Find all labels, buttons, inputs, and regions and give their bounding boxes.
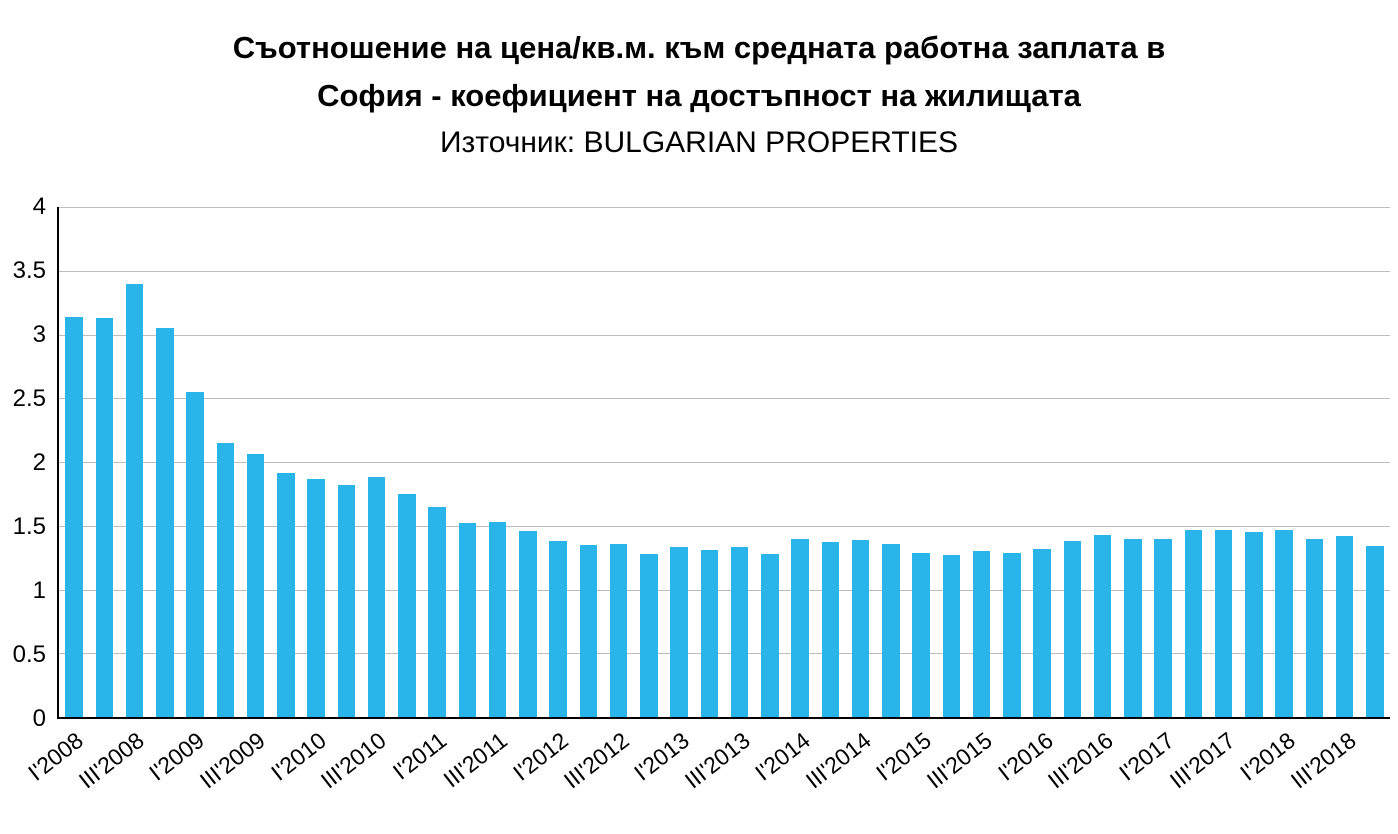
- y-tick-label: 4: [32, 193, 46, 220]
- bar: [1063, 541, 1082, 717]
- bar: [1124, 538, 1142, 717]
- bar: [488, 521, 507, 717]
- bar: [307, 478, 325, 717]
- bar: [458, 523, 477, 717]
- gridline: [59, 462, 1390, 463]
- bar: [851, 539, 870, 717]
- x-tick-label: III'2009: [195, 727, 270, 794]
- bar: [1003, 552, 1021, 717]
- gridline: [59, 207, 1390, 208]
- bar: [216, 442, 235, 717]
- bar: [821, 542, 840, 717]
- gridline: [59, 334, 1390, 336]
- bar: [398, 493, 416, 717]
- y-tick-label: 1: [32, 577, 46, 604]
- bar: [761, 553, 779, 717]
- bar: [670, 547, 688, 717]
- bar: [337, 484, 356, 717]
- bar: [519, 530, 537, 717]
- bar: [186, 391, 204, 717]
- bar: [609, 543, 628, 717]
- y-tick-label: 2: [32, 449, 46, 476]
- bar: [1275, 529, 1293, 717]
- y-tick-label: 3.5: [12, 257, 46, 284]
- bar: [1214, 529, 1233, 717]
- y-tick-label: 3: [32, 321, 46, 348]
- x-tick-label: III'2011: [438, 727, 513, 793]
- bar: [1033, 548, 1051, 717]
- chart-subtitle: Източник: BULGARIAN PROPERTIES: [439, 126, 959, 160]
- bar: [700, 549, 719, 717]
- bar: [730, 547, 749, 717]
- x-tick-label: III'2017: [1164, 727, 1240, 794]
- bar: [1305, 538, 1324, 717]
- bar: [1366, 546, 1384, 717]
- bar: [156, 328, 174, 717]
- bar: [882, 543, 900, 717]
- bar: [579, 544, 598, 717]
- bar: [428, 506, 446, 717]
- x-tick-label: III'2016: [1043, 727, 1119, 794]
- x-tick-label: III'2014: [800, 727, 876, 794]
- x-tick-label: III'2018: [1285, 727, 1361, 794]
- bar: [1154, 538, 1172, 717]
- bar: [972, 551, 991, 717]
- bar: [912, 552, 930, 717]
- bar: [125, 283, 144, 717]
- bar: [640, 553, 658, 717]
- bar: [1184, 529, 1203, 717]
- y-tick-label: 0.5: [12, 641, 46, 668]
- y-tick-label: 0: [32, 705, 46, 732]
- x-tick-label: III'2013: [679, 727, 755, 794]
- plot-area: [57, 207, 1390, 719]
- gridline: [59, 589, 1390, 591]
- gridline: [59, 270, 1390, 272]
- gridline: [59, 398, 1390, 400]
- chart-header: Съотношение на цена/кв.м. към средната р…: [0, 24, 1398, 165]
- bar: [367, 477, 386, 717]
- bar: [549, 541, 567, 717]
- bar: [791, 538, 809, 717]
- bar: [277, 473, 295, 717]
- chart-title-line-1: Съотношение на цена/кв.м. към средната р…: [232, 30, 1166, 65]
- x-tick-label: III'2012: [558, 727, 634, 794]
- x-tick-label: III'2010: [316, 727, 392, 794]
- y-axis-labels: 0 0.5 1 1.5 2 2.5 3 3.5 4: [0, 193, 50, 732]
- x-tick-label: III'2008: [73, 727, 149, 794]
- chart-title-line-2: София - коефициент на достъпност на жили…: [317, 78, 1081, 114]
- bar: [1093, 534, 1112, 717]
- bar: [65, 316, 83, 717]
- x-tick-label: III'2015: [922, 727, 998, 794]
- bar: [1245, 532, 1263, 717]
- gridline: [59, 525, 1390, 527]
- bar: [246, 454, 265, 717]
- bar: [1335, 535, 1354, 717]
- bar: [942, 555, 961, 717]
- gridline: [59, 653, 1390, 655]
- y-tick-label: 1.5: [12, 513, 46, 540]
- y-tick-label: 2.5: [12, 385, 46, 412]
- bar: [95, 317, 114, 717]
- x-axis-labels: I'2008 III'2008 I'2009 III'2009 I'2010 III'20…: [23, 721, 1390, 834]
